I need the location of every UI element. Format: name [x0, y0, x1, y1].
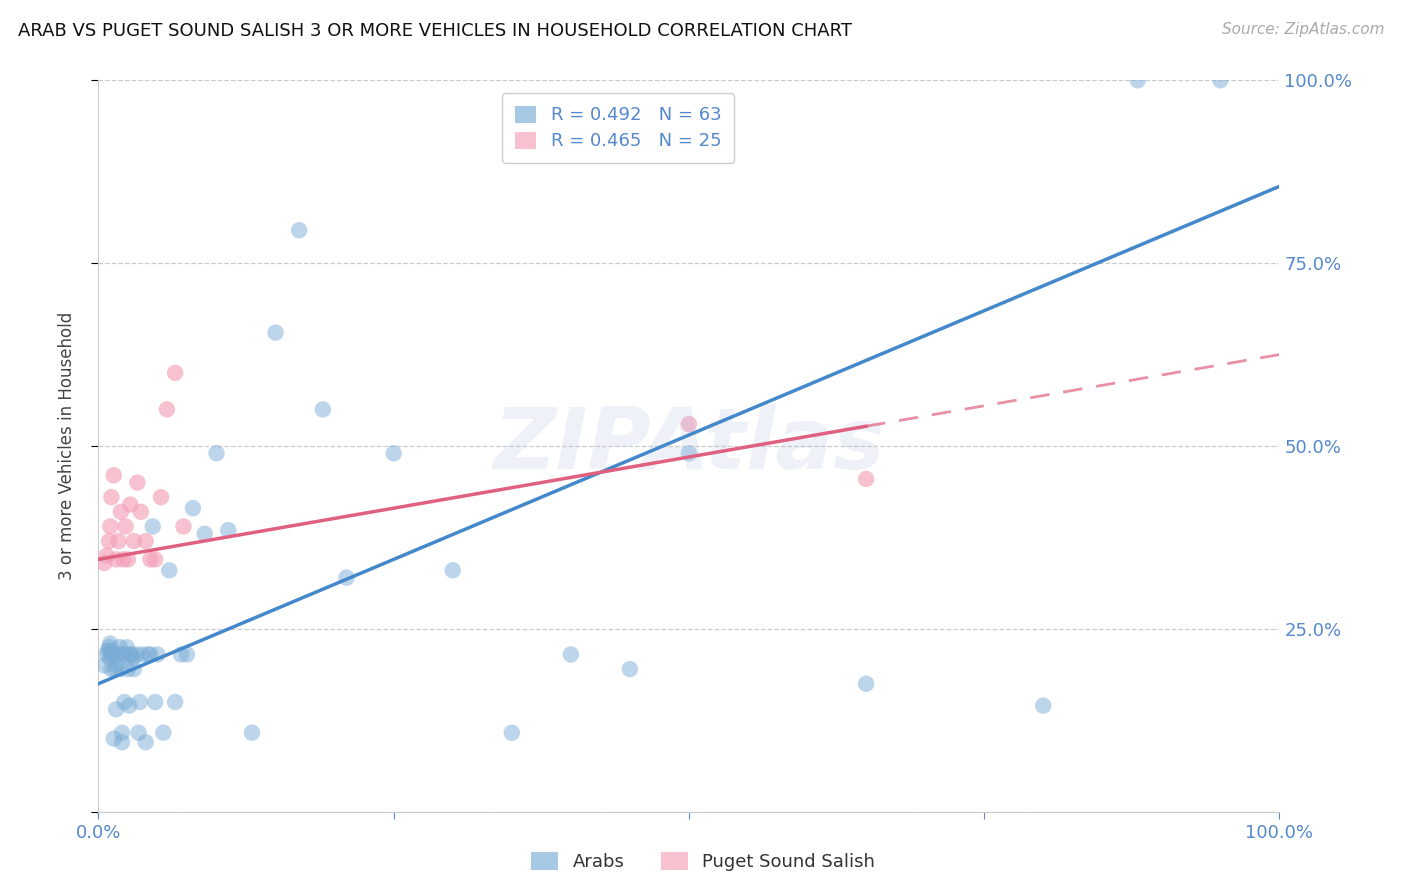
Point — [172, 519, 194, 533]
Point — [98, 534, 121, 549]
Point — [98, 519, 121, 533]
Text: Source: ZipAtlas.com: Source: ZipAtlas.com — [1222, 22, 1385, 37]
Point — [143, 552, 166, 566]
Point — [165, 695, 187, 709]
Point — [122, 534, 145, 549]
Point — [240, 725, 263, 739]
Point — [103, 468, 125, 483]
Point — [157, 563, 180, 577]
Point — [98, 636, 121, 650]
Point — [619, 662, 641, 676]
Point — [855, 472, 877, 486]
Point — [108, 640, 131, 655]
Point — [136, 648, 159, 662]
Point — [146, 648, 169, 662]
Point — [1209, 73, 1232, 87]
Point — [110, 505, 132, 519]
Point — [100, 490, 122, 504]
Point — [152, 725, 174, 739]
Point — [112, 695, 135, 709]
Legend: Arabs, Puget Sound Salish: Arabs, Puget Sound Salish — [524, 846, 882, 879]
Point — [111, 725, 134, 739]
Point — [150, 490, 173, 504]
Point — [135, 534, 157, 549]
Point — [127, 475, 149, 490]
Point — [117, 552, 139, 566]
Point — [1126, 73, 1149, 87]
Text: ARAB VS PUGET SOUND SALISH 3 OR MORE VEHICLES IN HOUSEHOLD CORRELATION CHART: ARAB VS PUGET SOUND SALISH 3 OR MORE VEH… — [18, 22, 852, 40]
Point — [98, 651, 121, 665]
Point — [103, 731, 125, 746]
Point — [501, 725, 523, 739]
Point — [98, 640, 121, 655]
Point — [205, 446, 228, 460]
Point — [93, 658, 115, 673]
Point — [96, 549, 118, 563]
Point — [105, 648, 128, 662]
Point — [176, 648, 198, 662]
Point — [129, 505, 152, 519]
Point — [156, 402, 179, 417]
Point — [96, 648, 118, 662]
Point — [105, 702, 128, 716]
Point — [125, 648, 148, 662]
Point — [111, 735, 134, 749]
Point — [335, 571, 357, 585]
Point — [104, 662, 127, 676]
Point — [170, 648, 193, 662]
Point — [139, 648, 162, 662]
Point — [122, 662, 145, 676]
Point — [114, 519, 136, 533]
Point — [382, 446, 405, 460]
Point — [194, 526, 217, 541]
Legend: R = 0.492   N = 63, R = 0.465   N = 25: R = 0.492 N = 63, R = 0.465 N = 25 — [502, 93, 734, 163]
Point — [312, 402, 335, 417]
Point — [128, 695, 150, 709]
Point — [264, 326, 287, 340]
Point — [142, 519, 165, 533]
Point — [107, 534, 129, 549]
Point — [93, 556, 115, 570]
Point — [131, 648, 153, 662]
Point — [678, 417, 700, 431]
Point — [118, 698, 141, 713]
Point — [117, 662, 139, 676]
Point — [112, 552, 135, 566]
Point — [121, 648, 143, 662]
Point — [120, 648, 142, 662]
Point — [101, 648, 124, 662]
Point — [114, 648, 136, 662]
Point — [165, 366, 187, 380]
Point — [97, 644, 120, 658]
Point — [100, 662, 122, 676]
Point — [98, 644, 121, 658]
Point — [128, 725, 150, 739]
Point — [120, 498, 142, 512]
Point — [678, 446, 700, 460]
Point — [288, 223, 311, 237]
Point — [135, 735, 157, 749]
Point — [855, 676, 877, 690]
Point — [110, 662, 132, 676]
Point — [105, 552, 128, 566]
Point — [115, 640, 138, 655]
Point — [112, 648, 135, 662]
Point — [107, 648, 129, 662]
Point — [560, 648, 582, 662]
Point — [1032, 698, 1054, 713]
Point — [105, 658, 128, 673]
Point — [181, 501, 204, 516]
Point — [217, 523, 239, 537]
Text: ZIPAtlas: ZIPAtlas — [494, 404, 884, 488]
Y-axis label: 3 or more Vehicles in Household: 3 or more Vehicles in Household — [58, 312, 76, 580]
Point — [441, 563, 464, 577]
Point — [121, 651, 143, 665]
Point — [139, 552, 162, 566]
Point — [143, 695, 166, 709]
